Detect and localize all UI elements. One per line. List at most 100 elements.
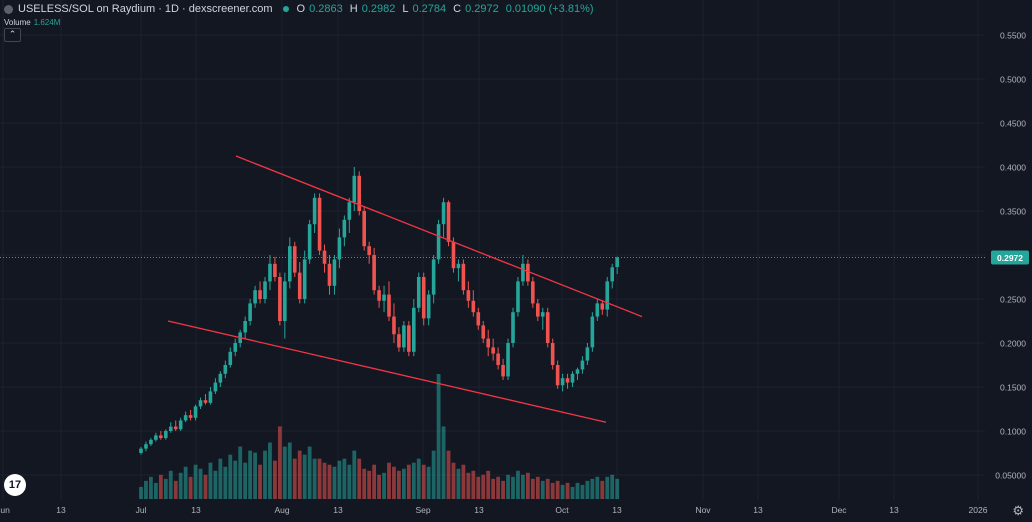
candle-body (555, 365, 560, 386)
candle-body (407, 325, 411, 352)
volume-bar (550, 482, 555, 499)
volume-bar (456, 468, 461, 499)
candle-body (560, 378, 565, 386)
volume-bar (555, 480, 560, 499)
volume-bar (238, 446, 243, 499)
x-tick-label: 13 (191, 505, 201, 515)
volume-bar (525, 472, 530, 499)
close-value: 0.2972 (465, 3, 499, 15)
candle-body (233, 343, 238, 352)
volume-bar (392, 466, 396, 499)
volume-bar (501, 480, 505, 499)
high-label: H (349, 3, 358, 15)
candle-body (575, 369, 580, 374)
candle-body (218, 373, 223, 383)
candle-body (397, 334, 401, 348)
candle-body (367, 246, 371, 255)
volume-bar (168, 470, 173, 499)
candle-body (342, 219, 347, 238)
x-tick-label: Jul (136, 505, 147, 515)
x-tick-label: Sep (415, 505, 430, 515)
candle-body (610, 267, 614, 282)
market-status-icon (282, 6, 289, 12)
volume-bar (178, 472, 183, 499)
volume-bar (203, 474, 208, 499)
volume-bar (565, 482, 570, 499)
volume-bar (585, 480, 590, 499)
volume-bar (461, 464, 466, 499)
candle-body (511, 312, 515, 343)
candle-body (188, 415, 193, 418)
x-tick-label: Dec (831, 505, 847, 515)
trendline (235, 155, 643, 318)
candle-body (243, 321, 247, 333)
y-tick-label: 0.2000 (1000, 339, 1026, 349)
x-tick-label: Aug (274, 505, 289, 515)
candle-body (268, 263, 272, 282)
candle-body (283, 281, 287, 321)
x-tick-label: 13 (612, 505, 622, 515)
volume-bar (411, 462, 416, 499)
volume-bar (362, 468, 367, 499)
volume-legend: Volume 1.624M (4, 18, 60, 27)
tradingview-logo[interactable]: 17 (4, 474, 26, 496)
candle-body (164, 431, 168, 439)
volume-bar (163, 478, 168, 499)
volume-bar (158, 474, 163, 499)
volume-bar (600, 480, 605, 499)
candle-body (506, 343, 510, 377)
candle-body (208, 391, 213, 403)
candle-body (387, 294, 391, 317)
y-tick-label: 0.1000 (1000, 427, 1026, 437)
volume-bar (347, 464, 352, 499)
candle-body (223, 365, 228, 374)
volume-bar (516, 470, 520, 499)
volume-bar (302, 454, 307, 499)
volume-bar (605, 476, 610, 499)
candle-body (580, 360, 585, 370)
candle-body (213, 382, 218, 392)
candle-body (297, 272, 302, 299)
volume-bar (139, 486, 143, 499)
volume-bar (233, 460, 238, 499)
candle-body (392, 316, 396, 335)
volume-bar (273, 460, 277, 499)
candle-body (516, 281, 520, 313)
volume-bar (153, 482, 158, 499)
candle-body (486, 338, 490, 348)
volume-bar (436, 374, 441, 499)
volume-bar (406, 464, 411, 499)
volume-bar (476, 476, 481, 499)
gear-icon[interactable]: ⚙ (1012, 503, 1024, 518)
y-tick-label: 0.2500 (1000, 295, 1026, 305)
high-value: 0.2982 (361, 3, 396, 15)
x-tick-label: 13 (889, 505, 899, 515)
chart-legend: USELESS/SOL on Raydium · 1D · dexscreene… (4, 3, 597, 15)
x-tick-label: 13 (474, 505, 484, 515)
open-label: O (296, 3, 306, 15)
volume-bar (486, 470, 491, 499)
y-tick-label: 0.4500 (1000, 119, 1026, 129)
candle-body (288, 246, 292, 282)
candle-body (144, 444, 148, 449)
last-price-label: 0.2972 (997, 253, 1023, 263)
volume-bar (208, 462, 213, 499)
volume-label: Volume (4, 18, 31, 27)
candle-body (441, 202, 446, 225)
volume-bar (193, 464, 198, 499)
volume-bar (535, 476, 540, 499)
volume-bar (421, 464, 426, 499)
volume-bar (144, 480, 148, 499)
volume-bar (575, 482, 580, 499)
volume-bar (282, 446, 287, 499)
candle-body (521, 263, 525, 282)
collapse-legend-button[interactable]: ⌃ (4, 28, 21, 42)
x-tick-label: 13 (333, 505, 343, 515)
symbol-title: USELESS/SOL on Raydium · 1D · dexscreene… (18, 3, 273, 15)
volume-bar (342, 458, 347, 499)
volume-bar (287, 442, 292, 499)
candle-body (466, 290, 471, 301)
volume-bar (183, 466, 188, 499)
volume-bar (263, 450, 267, 499)
